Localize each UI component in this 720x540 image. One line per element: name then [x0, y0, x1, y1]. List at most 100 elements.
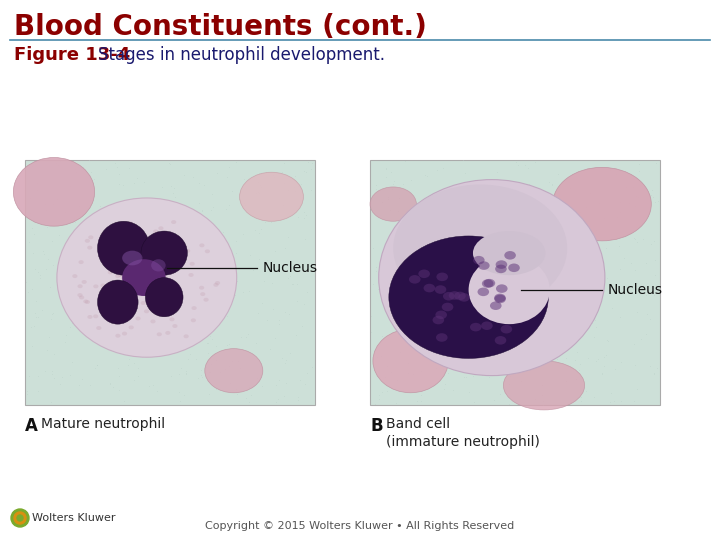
- Ellipse shape: [117, 259, 122, 263]
- Ellipse shape: [393, 185, 567, 312]
- Point: [628, 339, 639, 348]
- Point: [298, 167, 310, 176]
- Point: [519, 355, 531, 363]
- Point: [594, 293, 606, 302]
- Point: [176, 332, 188, 341]
- Point: [44, 333, 55, 341]
- Point: [389, 314, 400, 322]
- Point: [187, 173, 199, 181]
- Point: [203, 367, 215, 376]
- Point: [138, 178, 150, 186]
- Point: [519, 251, 531, 259]
- Text: Band cell
(immature neutrophil): Band cell (immature neutrophil): [386, 417, 540, 449]
- Point: [379, 373, 391, 381]
- Point: [583, 232, 595, 241]
- Point: [598, 353, 610, 362]
- Point: [282, 186, 293, 194]
- Point: [459, 169, 471, 178]
- Point: [250, 338, 261, 347]
- Point: [56, 373, 68, 381]
- Ellipse shape: [87, 246, 92, 249]
- Point: [638, 235, 649, 244]
- Point: [200, 363, 212, 372]
- Point: [629, 201, 641, 210]
- Point: [410, 239, 421, 247]
- Point: [560, 361, 572, 369]
- Point: [35, 270, 46, 279]
- Ellipse shape: [423, 284, 435, 292]
- Point: [256, 183, 267, 191]
- Point: [100, 212, 112, 220]
- Ellipse shape: [153, 268, 158, 272]
- Ellipse shape: [496, 285, 508, 293]
- Point: [384, 251, 395, 260]
- Point: [613, 242, 625, 251]
- Point: [101, 270, 112, 279]
- Point: [649, 369, 660, 377]
- Ellipse shape: [93, 314, 99, 318]
- Point: [491, 167, 503, 176]
- Point: [279, 244, 291, 252]
- Point: [98, 241, 109, 250]
- Point: [646, 185, 657, 194]
- Point: [21, 278, 32, 286]
- Point: [40, 367, 51, 375]
- Ellipse shape: [140, 301, 146, 305]
- Point: [387, 291, 399, 299]
- Point: [531, 264, 542, 273]
- Ellipse shape: [14, 158, 94, 226]
- Point: [580, 203, 592, 212]
- Point: [596, 369, 608, 378]
- Point: [178, 308, 189, 317]
- Point: [615, 358, 626, 367]
- Point: [124, 341, 135, 350]
- Point: [49, 350, 60, 359]
- Point: [513, 192, 525, 200]
- Point: [516, 225, 528, 234]
- Point: [128, 375, 140, 384]
- Point: [631, 307, 643, 316]
- Point: [41, 346, 53, 355]
- Point: [251, 373, 262, 382]
- Point: [118, 288, 130, 297]
- Point: [260, 218, 271, 227]
- Point: [393, 194, 405, 202]
- Point: [532, 264, 544, 272]
- Point: [253, 255, 265, 264]
- Point: [490, 300, 501, 309]
- Ellipse shape: [85, 300, 90, 304]
- Ellipse shape: [204, 249, 210, 253]
- Point: [609, 234, 621, 243]
- Ellipse shape: [482, 279, 493, 288]
- Ellipse shape: [122, 245, 128, 248]
- Point: [208, 247, 220, 255]
- Point: [44, 283, 55, 292]
- Point: [60, 252, 71, 261]
- Point: [53, 273, 64, 281]
- Ellipse shape: [72, 274, 78, 278]
- Point: [127, 276, 139, 285]
- Point: [376, 351, 387, 360]
- Point: [103, 251, 114, 259]
- Point: [165, 181, 176, 190]
- Point: [549, 321, 560, 330]
- Point: [266, 218, 277, 226]
- Point: [86, 168, 97, 177]
- Point: [614, 313, 626, 321]
- Point: [418, 281, 430, 289]
- Point: [117, 265, 129, 273]
- Point: [240, 333, 251, 341]
- Ellipse shape: [449, 291, 460, 300]
- Point: [197, 207, 208, 215]
- Ellipse shape: [144, 309, 149, 313]
- Point: [268, 172, 279, 181]
- Point: [131, 174, 143, 183]
- Point: [252, 188, 264, 197]
- Point: [540, 220, 552, 228]
- Point: [122, 360, 134, 369]
- Ellipse shape: [120, 242, 125, 246]
- Ellipse shape: [477, 288, 489, 296]
- Point: [113, 202, 125, 211]
- Point: [381, 164, 392, 173]
- Point: [446, 272, 457, 281]
